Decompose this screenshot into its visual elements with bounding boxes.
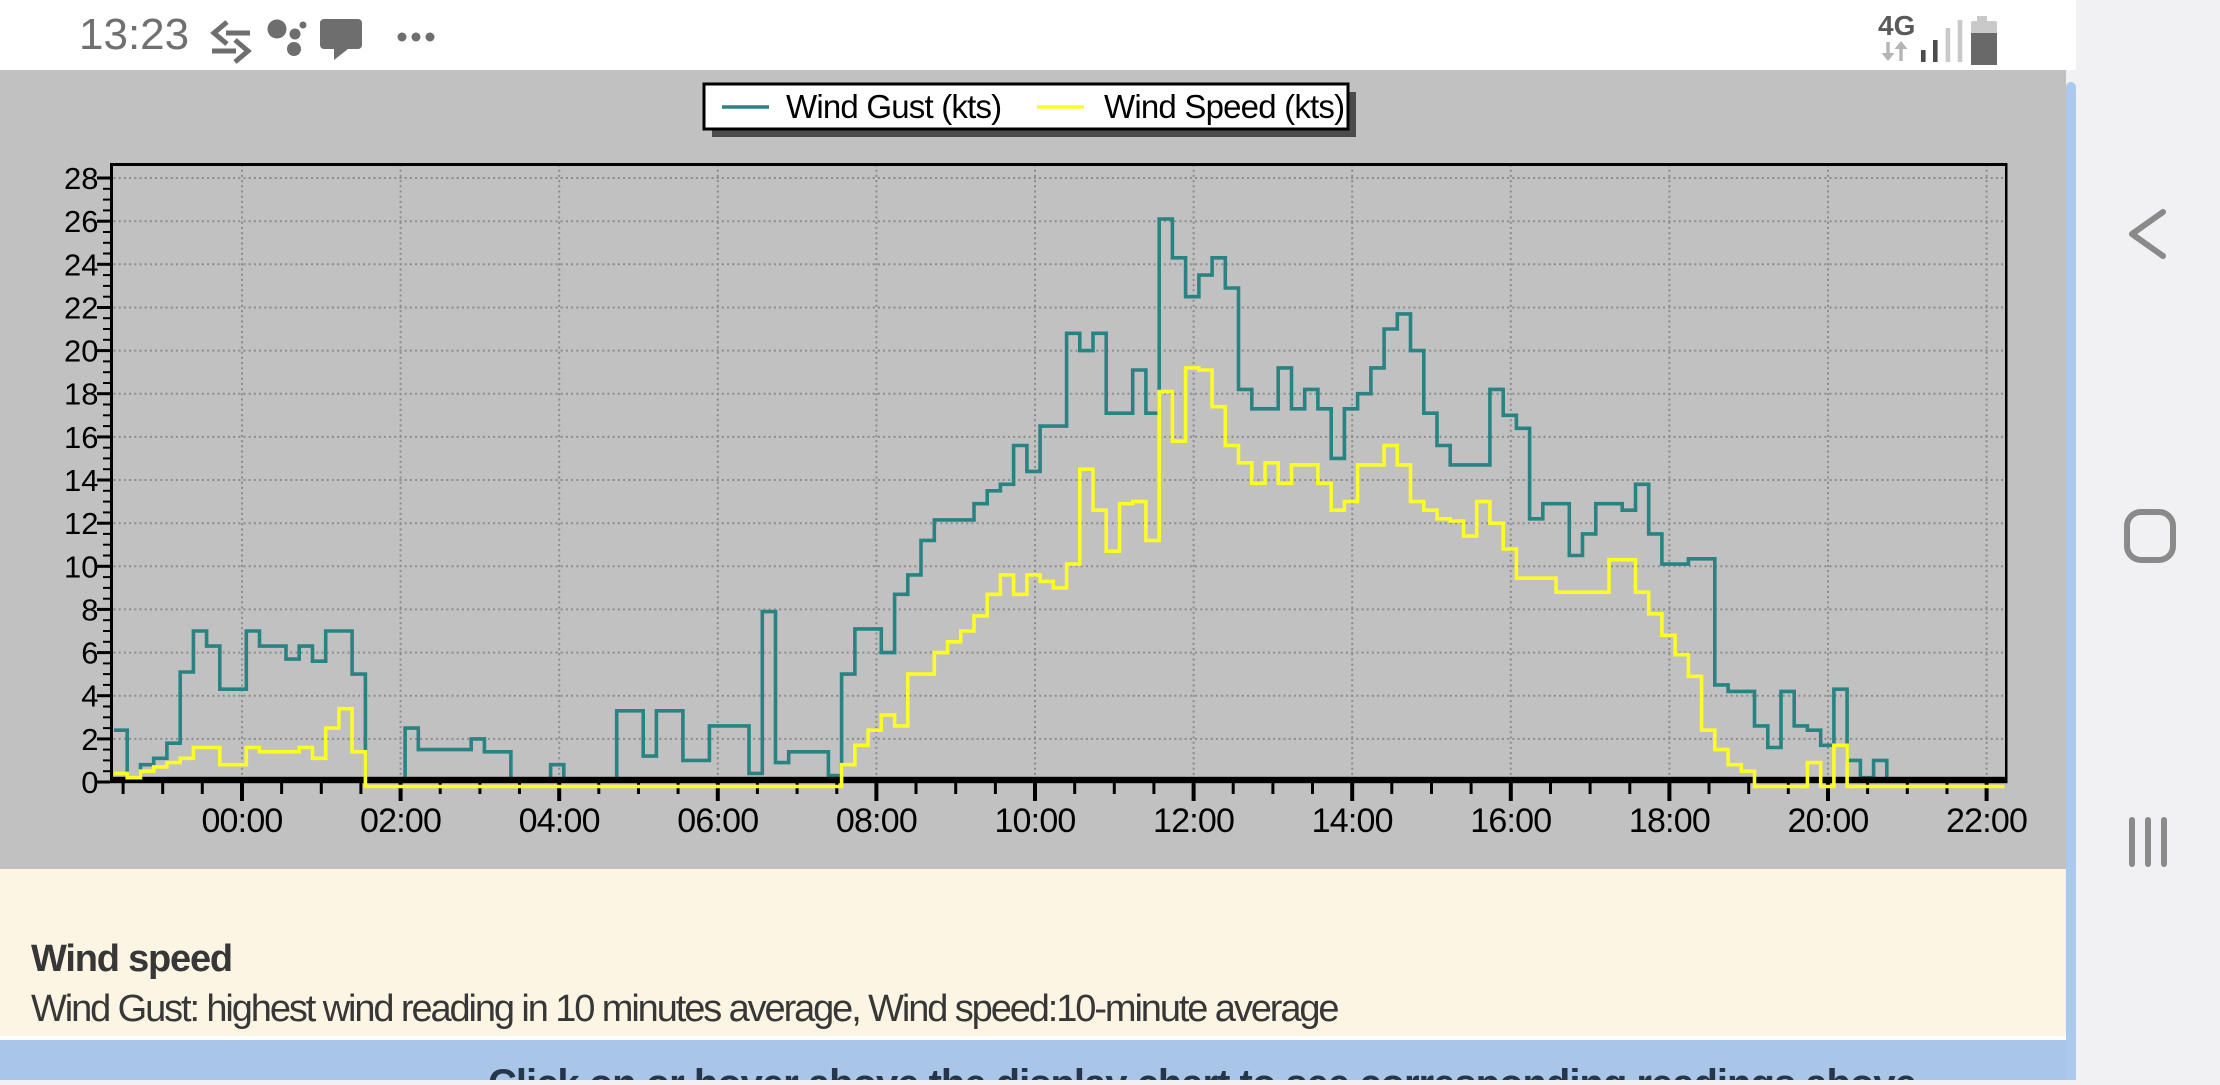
svg-text:26: 26 [64, 204, 98, 239]
svg-text:14:00: 14:00 [1312, 802, 1393, 840]
svg-text:2: 2 [81, 722, 98, 757]
svg-text:10:00: 10:00 [994, 802, 1075, 840]
svg-text:06:00: 06:00 [677, 802, 758, 840]
svg-text:28: 28 [64, 161, 98, 196]
svg-text:18:00: 18:00 [1629, 802, 1710, 840]
svg-text:16: 16 [64, 420, 98, 455]
svg-text:18: 18 [64, 377, 98, 412]
svg-text:8: 8 [81, 592, 98, 627]
svg-text:Wind Gust (kts): Wind Gust (kts) [786, 88, 1001, 125]
svg-text:22:00: 22:00 [1946, 802, 2027, 840]
svg-text:24: 24 [64, 247, 98, 282]
svg-text:4: 4 [81, 679, 98, 714]
svg-text:02:00: 02:00 [360, 802, 441, 840]
svg-text:20:00: 20:00 [1787, 802, 1868, 840]
svg-text:4G: 4G [1878, 10, 1915, 41]
svg-text:10: 10 [64, 549, 98, 584]
svg-text:22: 22 [64, 291, 98, 326]
svg-text:04:00: 04:00 [519, 802, 600, 840]
svg-text:14: 14 [64, 463, 98, 498]
svg-text:16:00: 16:00 [1470, 802, 1551, 840]
svg-text:20: 20 [64, 334, 98, 369]
svg-text:6: 6 [81, 636, 98, 671]
svg-text:Wind Speed (kts): Wind Speed (kts) [1104, 88, 1344, 125]
svg-text:12:00: 12:00 [1153, 802, 1234, 840]
svg-text:12: 12 [64, 506, 98, 541]
svg-text:08:00: 08:00 [836, 802, 917, 840]
svg-text:0: 0 [81, 765, 98, 800]
svg-text:00:00: 00:00 [201, 802, 282, 840]
